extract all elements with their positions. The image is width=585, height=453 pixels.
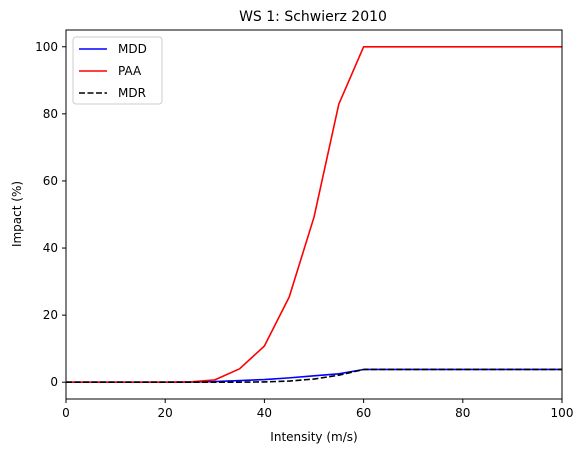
y-tick-label: 20 [43, 308, 58, 322]
x-axis-ticks: 0 20 40 60 80 100 [62, 399, 573, 420]
legend-items: MDD PAA MDR [79, 42, 147, 100]
legend-label: PAA [118, 64, 142, 78]
legend-box [72, 36, 163, 105]
x-tick-label: 100 [551, 406, 574, 420]
plot-border [65, 29, 563, 400]
series-layer [66, 45, 562, 384]
x-tick-label: 40 [257, 406, 272, 420]
x-tick-label: 0 [62, 406, 70, 420]
series-line-paa [66, 45, 562, 384]
legend: MDD PAA MDR [72, 36, 163, 105]
y-tick-label: 0 [50, 375, 58, 389]
x-tick-label: 20 [158, 406, 173, 420]
y-tick-label: 80 [43, 107, 58, 121]
x-axis-label: Intensity (m/s) [270, 430, 357, 444]
y-tick-label: 100 [35, 40, 58, 54]
y-tick-label: 40 [43, 241, 58, 255]
y-axis-label: Impact (%) [10, 181, 24, 247]
legend-label: MDR [118, 86, 146, 100]
x-tick-label: 80 [455, 406, 470, 420]
chart-title: WS 1: Schwierz 2010 [239, 9, 387, 25]
series-line-mdr [66, 368, 562, 384]
x-tick-label: 60 [356, 406, 371, 420]
legend-label: MDD [118, 42, 147, 56]
y-tick-label: 60 [43, 174, 58, 188]
y-axis-ticks: 0 20 40 60 80 100 [35, 40, 66, 389]
